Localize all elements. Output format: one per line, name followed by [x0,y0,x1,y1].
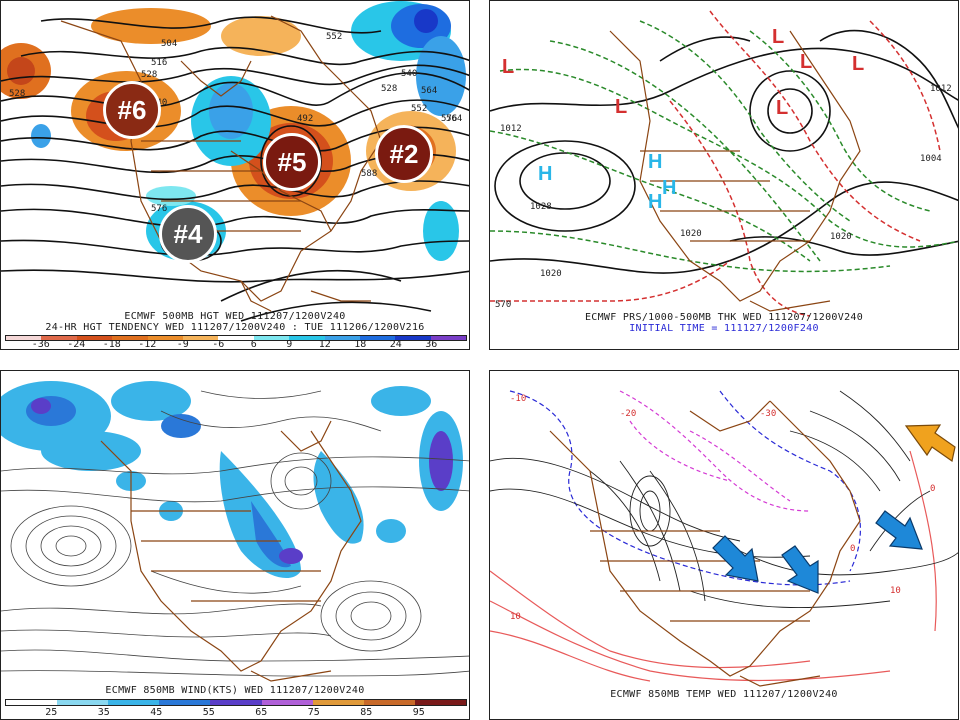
cold-advection-arrow-3 [875,510,923,550]
coastlines [60,15,382,312]
tick-label: 75 [307,707,320,718]
high-pressure-label: H [648,151,663,173]
tick-label: 35 [97,707,110,718]
contour-label: 528 [141,70,157,80]
contour-label: 492 [297,114,313,124]
tick-label: 18 [354,339,367,350]
contour-label: 528 [381,84,397,94]
contour-label: 1028 [530,202,552,212]
contour-label: 564 [421,86,437,96]
tick-label: 36 [425,339,438,350]
system-badge-6: #6 [103,81,161,139]
coastlines [609,30,861,312]
contour-label: -10 [510,394,526,404]
contour-label: 576 [151,204,167,214]
tick-label: -24 [67,339,86,350]
contour-label: 504 [161,39,177,49]
map-pressure-thickness: 1028 1020 1020 1012 1004 1012 1020 570 [490,10,958,317]
contour-label: 1004 [920,154,942,164]
panel-850mb-wind: ECMWF 850MB WIND(KTS) WED 111207/1200V24… [0,370,470,720]
map-850mb-wind [1,381,469,682]
tick-label: 24 [389,339,402,350]
contour-label: 1020 [830,232,852,242]
system-badge-5: #5 [263,133,321,191]
high-pressure-label: H [662,177,677,199]
cold-advection-arrow-2 [781,545,819,594]
colorbar-height-tendency [5,335,467,341]
contour-label: 1020 [540,269,562,279]
tick-label: 95 [412,707,425,718]
colorbar-ticks-wind: 25 35 45 55 65 75 85 95 [25,707,445,718]
tick-label: 9 [286,339,293,350]
tick-label: -36 [31,339,50,350]
contour-label: 1012 [930,84,952,94]
system-badge-4: #4 [159,205,217,263]
contour-label: 0 [850,544,855,554]
panel-500mb-height: 5285045165285405525645765884925285405525… [0,0,470,350]
black-isotherms [490,390,958,609]
cold-advection-arrow-1 [712,535,759,582]
tick-label: 25 [45,707,58,718]
contour-label: 540 [401,69,417,79]
colorbar-ticks-tendency: -36 -24 -18 -12 -9 -6 6 9 12 18 24 36 [23,339,449,350]
caption-850mb-wind: ECMWF 850MB WIND(KTS) WED 111207/1200V24… [105,685,365,696]
contour-label: -30 [760,409,776,419]
contour-label: 570 [495,300,511,310]
temperature-contours [490,390,937,682]
tick-label: -9 [176,339,189,350]
contour-label: 528 [9,89,25,99]
contour-label: 10 [510,612,521,622]
low-pressure-label: L [615,96,628,118]
contour-label: 552 [326,32,342,42]
low-pressure-label: L [852,53,865,75]
warm-advection-arrow [904,424,956,463]
system-badge-2: #2 [375,125,433,183]
contour-label: 0 [930,484,935,494]
caption-850mb-temp: ECMWF 850MB TEMP WED 111207/1200V240 [610,689,838,700]
map-850mb-temp: -10 -20 -30 0 10 10 0 [490,390,958,687]
panel-850mb-temp: -10 -20 -30 0 10 10 0 ECMWF 850MB TEMP WED 111… [489,370,959,720]
wind-speed-fills [1,381,463,579]
coastlines [549,400,861,687]
caption-pressure-thickness: ECMWF PRS/1000-500MB THK WED 111207/1200… [584,312,864,323]
tick-label: 6 [250,339,257,350]
coastlines [100,420,362,682]
low-pressure-label: L [776,97,789,119]
tick-label: 12 [318,339,331,350]
high-pressure-label: H [538,163,553,185]
contour-label: 552 [411,104,427,114]
contour-label: 516 [151,58,167,68]
colorbar-wind-speed [5,699,467,706]
tick-label: 65 [255,707,268,718]
tick-label: -12 [138,339,157,350]
low-pressure-label: L [502,56,515,78]
contour-label: 588 [361,169,377,179]
streamlines [1,390,469,677]
isobars [490,29,958,274]
caption-initial-time: INITIAL TIME = 111127/1200F240 [629,323,819,334]
tick-label: 55 [202,707,215,718]
contour-label: 576 [441,114,457,124]
contour-label: 564 [446,114,462,124]
high-pressure-label: H [648,191,663,213]
panel-pressure-thickness: 1028 1020 1020 1012 1004 1012 1020 570 H H H H … [489,0,959,350]
tick-label: -18 [102,339,121,350]
contour-label: 1012 [500,124,522,134]
contour-label: -20 [620,409,636,419]
low-pressure-label: L [772,26,785,48]
caption-height-tendency: 24-HR HGT TENDENCY WED 111207/1200V240 :… [45,322,425,333]
contour-label: 1020 [680,229,702,239]
contour-label: 10 [890,586,901,596]
tick-label: 45 [150,707,163,718]
tick-label: 85 [360,707,373,718]
caption-500mb-height: ECMWF 500MB HGT WED 111207/1200V240 [124,311,346,322]
low-pressure-label: L [800,51,813,73]
tick-label: -6 [212,339,225,350]
